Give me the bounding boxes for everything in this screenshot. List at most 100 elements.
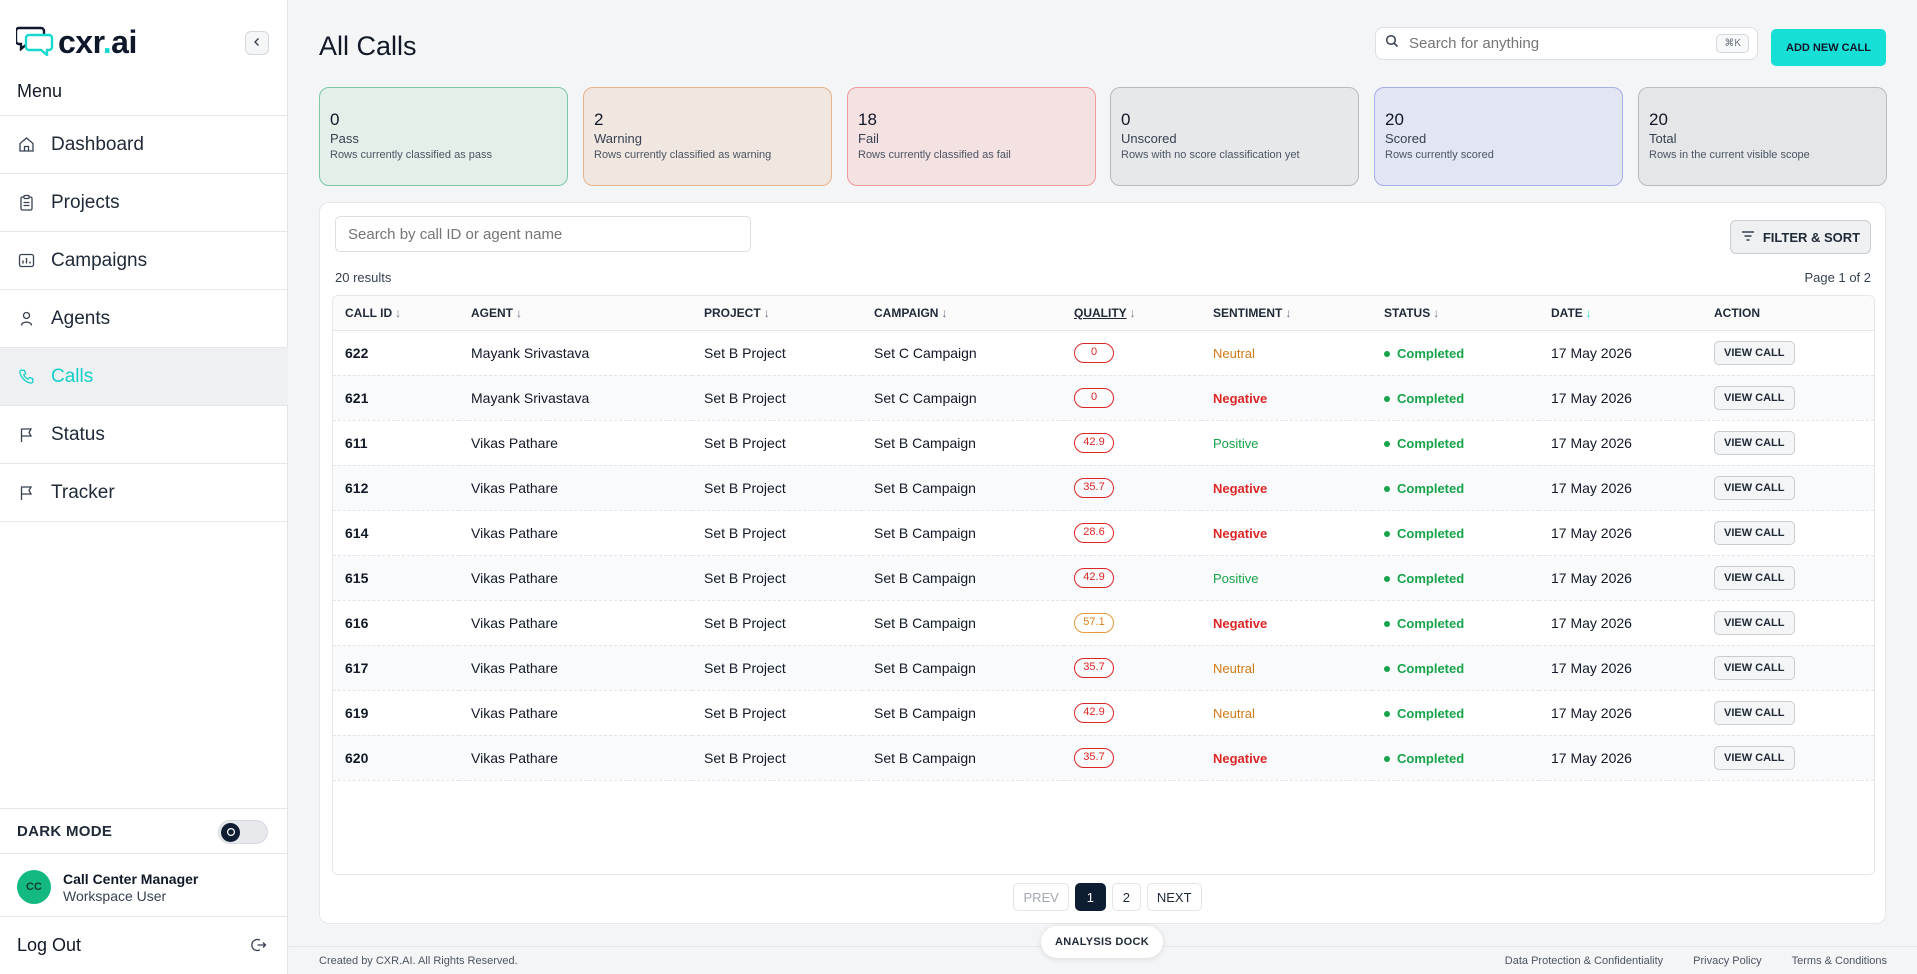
status-text: Completed	[1397, 615, 1465, 631]
page-2-button[interactable]: 2	[1111, 883, 1141, 911]
logout-button[interactable]: Log Out	[0, 916, 288, 974]
add-new-call-button[interactable]: ADD NEW CALL	[1771, 29, 1886, 66]
sidebar-item-dashboard[interactable]: Dashboard	[0, 116, 288, 174]
sidebar-item-agents[interactable]: Agents	[0, 290, 288, 348]
column-header-project[interactable]: PROJECT ↓	[692, 296, 862, 331]
column-header-date[interactable]: DATE ↓	[1539, 296, 1702, 331]
page-1-button[interactable]: 1	[1074, 883, 1106, 911]
agent-cell: Mayank Srivastava	[459, 330, 692, 376]
view-call-button[interactable]: VIEW CALL	[1714, 700, 1795, 725]
stat-value: 20	[1385, 110, 1404, 129]
stat-label: Total	[1649, 131, 1677, 146]
calls-table: CALL ID ↓ AGENT ↓ PROJECT ↓ CAMPAIGN ↓ QUALITY ↓ S…	[332, 295, 1875, 875]
chat-bubbles-icon	[14, 24, 54, 61]
quality-cell: 28.6	[1064, 510, 1201, 556]
sort-arrow-icon: ↓	[1129, 305, 1136, 320]
campaign-cell: Set B Campaign	[862, 690, 1064, 736]
stat-description: Rows in the current visible scope	[1649, 149, 1810, 161]
sentiment-label: Negative	[1213, 480, 1268, 496]
sidebar-item-campaigns[interactable]: Campaigns	[0, 232, 288, 290]
project-cell: Set B Project	[692, 330, 862, 376]
call-id-cell: 615	[333, 555, 459, 601]
sort-arrow-icon: ↓	[1585, 305, 1592, 320]
table-search[interactable]	[335, 216, 751, 252]
column-header-sentiment[interactable]: SENTIMENT ↓	[1201, 296, 1372, 331]
footer-link-privacy[interactable]: Privacy Policy	[1693, 955, 1762, 967]
status-text: Completed	[1397, 390, 1465, 406]
toggle-knob	[221, 823, 240, 842]
column-header-agent[interactable]: AGENT ↓	[459, 296, 692, 331]
prev-page-button[interactable]: PREV	[1013, 883, 1069, 911]
sidebar-item-calls[interactable]: Calls	[0, 348, 288, 406]
date-cell: 17 May 2026	[1539, 330, 1702, 376]
table-body: 622 Mayank Srivastava Set B Project Set C C…	[333, 330, 1874, 781]
table-row[interactable]: 622 Mayank Srivastava Set B Project Set C C…	[333, 330, 1874, 376]
status-cell: Completed	[1372, 735, 1539, 781]
quality-badge: 35.7	[1074, 478, 1114, 498]
table-row[interactable]: 620 Vikas Pathare Set B Project Set B Campa…	[333, 735, 1874, 781]
table-row[interactable]: 612 Vikas Pathare Set B Project Set B Campa…	[333, 465, 1874, 511]
quality-badge: 42.9	[1074, 433, 1114, 453]
view-call-button[interactable]: VIEW CALL	[1714, 475, 1795, 500]
global-search[interactable]: ⌘K	[1375, 27, 1758, 60]
view-call-button[interactable]: VIEW CALL	[1714, 745, 1795, 770]
view-call-button[interactable]: VIEW CALL	[1714, 520, 1795, 545]
column-header-label: AGENT	[471, 305, 513, 320]
call-id-cell: 619	[333, 690, 459, 736]
table-row[interactable]: 615 Vikas Pathare Set B Project Set B Campa…	[333, 555, 1874, 601]
status-badge: Completed	[1384, 661, 1464, 676]
column-header-quality[interactable]: QUALITY ↓	[1064, 296, 1201, 331]
sidebar-item-tracker[interactable]: Tracker	[0, 464, 288, 522]
table-row[interactable]: 617 Vikas Pathare Set B Project Set B Campa…	[333, 645, 1874, 691]
results-count: 20 results	[335, 270, 392, 285]
date-cell: 17 May 2026	[1539, 600, 1702, 646]
date-cell: 17 May 2026	[1539, 555, 1702, 601]
analysis-dock-button[interactable]: ANALYSIS DOCK	[1041, 926, 1163, 958]
sentiment-label: Negative	[1213, 750, 1268, 766]
footer-link-terms[interactable]: Terms & Conditions	[1791, 955, 1887, 967]
status-text: Completed	[1397, 345, 1465, 361]
date-cell: 17 May 2026	[1539, 510, 1702, 556]
status-badge: Completed	[1384, 706, 1464, 721]
chart-icon	[17, 252, 35, 270]
table-row[interactable]: 616 Vikas Pathare Set B Project Set B Campa…	[333, 600, 1874, 646]
campaign-cell: Set B Campaign	[862, 645, 1064, 691]
table-row[interactable]: 621 Mayank Srivastava Set B Project Set C C…	[333, 375, 1874, 421]
column-header-label: SENTIMENT	[1213, 305, 1283, 320]
view-call-button[interactable]: VIEW CALL	[1714, 655, 1795, 680]
brand-logo[interactable]: cxr.ai	[14, 24, 137, 61]
campaign-cell: Set B Campaign	[862, 420, 1064, 466]
view-call-button[interactable]: VIEW CALL	[1714, 610, 1795, 635]
column-header-campaign[interactable]: CAMPAIGN ↓	[862, 296, 1064, 331]
global-search-input[interactable]	[1409, 35, 1709, 52]
view-call-button[interactable]: VIEW CALL	[1714, 430, 1795, 455]
column-header-status[interactable]: STATUS ↓	[1372, 296, 1539, 331]
user-profile[interactable]: CC Call Center Manager Workspace User	[0, 853, 288, 916]
sidebar-item-status[interactable]: Status	[0, 406, 288, 464]
filter-sort-button[interactable]: FILTER & SORT	[1730, 220, 1871, 254]
status-dot-icon	[1384, 486, 1390, 493]
column-header-call-id[interactable]: CALL ID ↓	[333, 296, 459, 331]
footer-link-data-protection[interactable]: Data Protection & Confidentiality	[1504, 955, 1664, 967]
column-header-action[interactable]: ACTION	[1702, 296, 1874, 331]
action-cell: VIEW CALL	[1702, 510, 1874, 556]
quality-cell: 0	[1064, 330, 1201, 376]
view-call-button[interactable]: VIEW CALL	[1714, 565, 1795, 590]
sidebar-item-projects[interactable]: Projects	[0, 174, 288, 232]
stat-label: Unscored	[1121, 131, 1177, 146]
view-call-button[interactable]: VIEW CALL	[1714, 340, 1795, 365]
sentiment-label: Negative	[1213, 390, 1268, 406]
status-dot-icon	[1384, 666, 1390, 673]
table-row[interactable]: 614 Vikas Pathare Set B Project Set B Campa…	[333, 510, 1874, 556]
table-row[interactable]: 611 Vikas Pathare Set B Project Set B Campa…	[333, 420, 1874, 466]
sidebar-item-label: Campaigns	[51, 249, 148, 271]
action-cell: VIEW CALL	[1702, 375, 1874, 421]
collapse-sidebar-button[interactable]	[245, 31, 269, 55]
dark-mode-toggle[interactable]	[218, 820, 268, 844]
sentiment-label: Neutral	[1213, 345, 1255, 361]
next-page-button[interactable]: NEXT	[1146, 883, 1202, 911]
table-search-input[interactable]	[348, 225, 738, 243]
table-row[interactable]: 619 Vikas Pathare Set B Project Set B Campa…	[333, 690, 1874, 736]
status-dot-icon	[1384, 396, 1390, 403]
view-call-button[interactable]: VIEW CALL	[1714, 385, 1795, 410]
